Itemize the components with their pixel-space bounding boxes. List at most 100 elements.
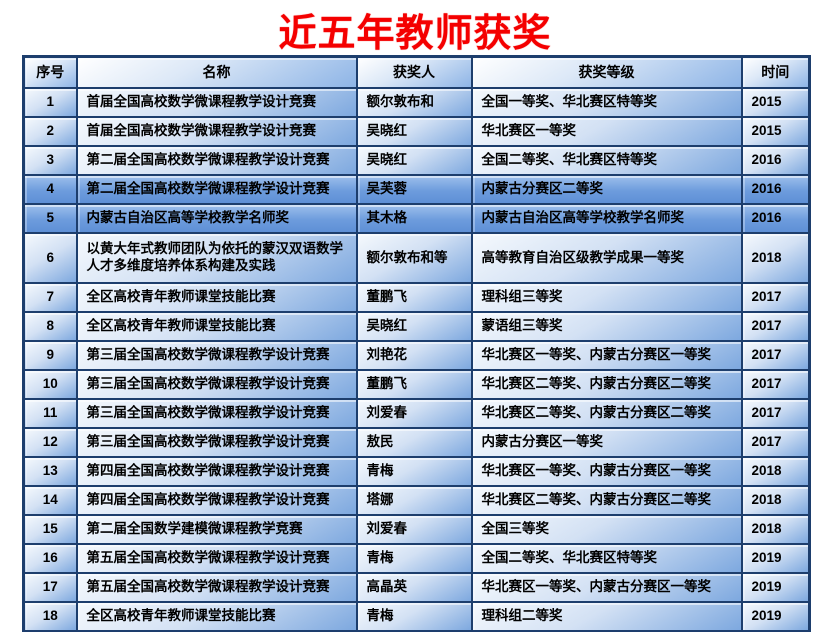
cell-no: 9 bbox=[22, 340, 78, 371]
cell-name: 全区高校青年教师课堂技能比赛 bbox=[75, 601, 358, 632]
cell-year: 2018 bbox=[740, 514, 811, 545]
header-year: 时间 bbox=[740, 55, 811, 89]
table-body: 1 首届全国高校数学微课程教学设计竞赛 额尔敦布和 全国一等奖、华北赛区特等奖 2015… bbox=[22, 87, 811, 632]
cell-award: 华北赛区一等奖 bbox=[470, 116, 743, 147]
cell-award: 内蒙古自治区高等学校教学名师奖 bbox=[470, 203, 743, 234]
header-row: 序号 名称 获奖人 获奖等级 时间 bbox=[22, 55, 811, 89]
cell-year: 2017 bbox=[740, 311, 811, 342]
table-row: 3 第二届全国高校数学微课程教学设计竞赛 吴晓红 全国二等奖、华北赛区特等奖 2016 bbox=[22, 145, 811, 176]
table-row: 9 第三届全国高校数学微课程教学设计竞赛 刘艳花 华北赛区一等奖、内蒙古分赛区一等奖 2… bbox=[22, 340, 811, 371]
cell-winner: 敖民 bbox=[355, 427, 473, 458]
cell-winner: 吴晓红 bbox=[355, 116, 473, 147]
cell-year: 2017 bbox=[740, 369, 811, 400]
cell-no: 7 bbox=[22, 282, 78, 313]
cell-no: 14 bbox=[22, 485, 78, 516]
cell-award: 华北赛区二等奖、内蒙古分赛区二等奖 bbox=[470, 369, 743, 400]
cell-no: 10 bbox=[22, 369, 78, 400]
cell-name: 第三届全国高校数学微课程教学设计竞赛 bbox=[75, 369, 358, 400]
cell-name: 第三届全国高校数学微课程教学设计竞赛 bbox=[75, 340, 358, 371]
table-row: 13 第四届全国高校数学微课程教学设计竞赛 青梅 华北赛区一等奖、内蒙古分赛区一等奖 2… bbox=[22, 456, 811, 487]
cell-no: 1 bbox=[22, 87, 78, 118]
table-row: 11 第三届全国高校数学微课程教学设计竞赛 刘爱春 华北赛区二等奖、内蒙古分赛区二等奖… bbox=[22, 398, 811, 429]
cell-year: 2016 bbox=[740, 145, 811, 176]
cell-name: 第五届全国高校数学微课程教学设计竞赛 bbox=[75, 572, 358, 603]
cell-year: 2018 bbox=[740, 485, 811, 516]
cell-award: 蒙语组三等奖 bbox=[470, 311, 743, 342]
table-row: 15 第二届全国数学建模微课程教学竞赛 刘爱春 全国三等奖 2018 bbox=[22, 514, 811, 545]
cell-name: 第二届全国高校数学微课程教学设计竞赛 bbox=[75, 174, 358, 205]
table-row: 12 第三届全国高校数学微课程教学设计竞赛 敖民 内蒙古分赛区一等奖 2017 bbox=[22, 427, 811, 458]
cell-name: 全区高校青年教师课堂技能比赛 bbox=[75, 311, 358, 342]
cell-name: 第二届全国高校数学微课程教学设计竞赛 bbox=[75, 145, 358, 176]
cell-year: 2017 bbox=[740, 340, 811, 371]
cell-winner: 塔娜 bbox=[355, 485, 473, 516]
awards-table: 序号 名称 获奖人 获奖等级 时间 1 首届全国高校数学微课程教学设计竞赛 额尔敦布… bbox=[22, 55, 811, 632]
cell-no: 13 bbox=[22, 456, 78, 487]
table-row: 10 第三届全国高校数学微课程教学设计竞赛 董鹏飞 华北赛区二等奖、内蒙古分赛区二等奖… bbox=[22, 369, 811, 400]
cell-award: 全国一等奖、华北赛区特等奖 bbox=[470, 87, 743, 118]
cell-award: 华北赛区二等奖、内蒙古分赛区二等奖 bbox=[470, 485, 743, 516]
table-row: 5 内蒙古自治区高等学校教学名师奖 其木格 内蒙古自治区高等学校教学名师奖 2016 bbox=[22, 203, 811, 234]
cell-no: 4 bbox=[22, 174, 78, 205]
cell-award: 内蒙古分赛区一等奖 bbox=[470, 427, 743, 458]
cell-name: 第三届全国高校数学微课程教学设计竞赛 bbox=[75, 427, 358, 458]
cell-name: 第四届全国高校数学微课程教学设计竞赛 bbox=[75, 485, 358, 516]
cell-year: 2015 bbox=[740, 87, 811, 118]
header-award: 获奖等级 bbox=[470, 55, 743, 89]
cell-name: 第三届全国高校数学微课程教学设计竞赛 bbox=[75, 398, 358, 429]
cell-winner: 刘爱春 bbox=[355, 398, 473, 429]
cell-winner: 刘艳花 bbox=[355, 340, 473, 371]
cell-winner: 刘爱春 bbox=[355, 514, 473, 545]
cell-year: 2015 bbox=[740, 116, 811, 147]
cell-year: 2019 bbox=[740, 572, 811, 603]
cell-name: 首届全国高校数学微课程教学设计竞赛 bbox=[75, 87, 358, 118]
cell-no: 17 bbox=[22, 572, 78, 603]
cell-year: 2017 bbox=[740, 398, 811, 429]
cell-no: 15 bbox=[22, 514, 78, 545]
cell-winner: 高晶英 bbox=[355, 572, 473, 603]
table-row: 18 全区高校青年教师课堂技能比赛 青梅 理科组二等奖 2019 bbox=[22, 601, 811, 632]
page-title: 近五年教师获奖 bbox=[278, 13, 552, 55]
cell-award: 华北赛区一等奖、内蒙古分赛区一等奖 bbox=[470, 456, 743, 487]
cell-no: 12 bbox=[22, 427, 78, 458]
cell-year: 2019 bbox=[740, 543, 811, 574]
cell-winner: 额尔敦布和 bbox=[355, 87, 473, 118]
cell-year: 2017 bbox=[740, 282, 811, 313]
cell-no: 8 bbox=[22, 311, 78, 342]
table-row: 2 首届全国高校数学微课程教学设计竞赛 吴晓红 华北赛区一等奖 2015 bbox=[22, 116, 811, 147]
header-name: 名称 bbox=[75, 55, 358, 89]
header-no: 序号 bbox=[22, 55, 78, 89]
table-row: 8 全区高校青年教师课堂技能比赛 吴晓红 蒙语组三等奖 2017 bbox=[22, 311, 811, 342]
cell-name: 首届全国高校数学微课程教学设计竞赛 bbox=[75, 116, 358, 147]
cell-year: 2016 bbox=[740, 203, 811, 234]
cell-name: 第四届全国高校数学微课程教学设计竞赛 bbox=[75, 456, 358, 487]
cell-no: 18 bbox=[22, 601, 78, 632]
cell-winner: 吴芙蓉 bbox=[355, 174, 473, 205]
cell-award: 高等教育自治区级教学成果一等奖 bbox=[470, 232, 743, 284]
cell-winner: 青梅 bbox=[355, 456, 473, 487]
cell-name: 内蒙古自治区高等学校教学名师奖 bbox=[75, 203, 358, 234]
cell-year: 2018 bbox=[740, 232, 811, 284]
table-row: 14 第四届全国高校数学微课程教学设计竞赛 塔娜 华北赛区二等奖、内蒙古分赛区二等奖 2… bbox=[22, 485, 811, 516]
cell-winner: 吴晓红 bbox=[355, 145, 473, 176]
cell-name: 第五届全国高校数学微课程教学设计竞赛 bbox=[75, 543, 358, 574]
cell-award: 全国三等奖 bbox=[470, 514, 743, 545]
table-row: 1 首届全国高校数学微课程教学设计竞赛 额尔敦布和 全国一等奖、华北赛区特等奖 2015 bbox=[22, 87, 811, 118]
cell-award: 理科组二等奖 bbox=[470, 601, 743, 632]
table-row: 17 第五届全国高校数学微课程教学设计竞赛 高晶英 华北赛区一等奖、内蒙古分赛区一等奖… bbox=[22, 572, 811, 603]
cell-winner: 吴晓红 bbox=[355, 311, 473, 342]
table-row: 7 全区高校青年教师课堂技能比赛 董鹏飞 理科组三等奖 2017 bbox=[22, 282, 811, 313]
table-row: 4 第二届全国高校数学微课程教学设计竞赛 吴芙蓉 内蒙古分赛区二等奖 2016 bbox=[22, 174, 811, 205]
cell-no: 11 bbox=[22, 398, 78, 429]
cell-no: 16 bbox=[22, 543, 78, 574]
cell-award: 理科组三等奖 bbox=[470, 282, 743, 313]
cell-no: 3 bbox=[22, 145, 78, 176]
cell-award: 全国二等奖、华北赛区特等奖 bbox=[470, 543, 743, 574]
cell-no: 5 bbox=[22, 203, 78, 234]
cell-winner: 董鹏飞 bbox=[355, 369, 473, 400]
cell-award: 华北赛区二等奖、内蒙古分赛区二等奖 bbox=[470, 398, 743, 429]
cell-year: 2018 bbox=[740, 456, 811, 487]
cell-year: 2017 bbox=[740, 427, 811, 458]
cell-year: 2016 bbox=[740, 174, 811, 205]
